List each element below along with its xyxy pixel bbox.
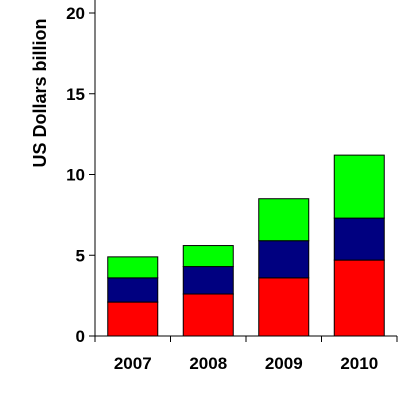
bar-2007-segment-3: [107, 256, 159, 279]
y-tick-label-20: 20: [66, 4, 85, 23]
bar-2007-segment-2: [107, 277, 159, 303]
y-tick-label-0: 0: [76, 327, 85, 346]
bar-2010-segment-2: [333, 217, 385, 261]
y-axis-label: US Dollars billion: [30, 18, 50, 167]
bar-2007-segment-1: [107, 301, 159, 337]
bar-2009-segment-2: [258, 240, 310, 279]
y-tick-label-5: 5: [76, 246, 85, 265]
x-tick-label-2008: 2008: [189, 354, 227, 373]
plot-area: [107, 154, 385, 337]
bar-2008-segment-1: [182, 293, 234, 337]
bar-2009-segment-1: [258, 277, 310, 337]
bar-2008-segment-3: [182, 245, 234, 268]
x-tick-label-2009: 2009: [265, 354, 303, 373]
axes: 2007 2008 2009 2010 0 5 10 15 20: [66, 0, 398, 373]
bar-2009-segment-3: [258, 198, 310, 242]
y-tick-label-15: 15: [66, 85, 85, 104]
y-tick-label-10: 10: [66, 166, 85, 185]
bar-2010-segment-3: [333, 154, 385, 219]
x-tick-label-2007: 2007: [114, 354, 152, 373]
x-tick-label-2010: 2010: [340, 354, 378, 373]
bar-2010-segment-1: [333, 259, 385, 337]
bar-2008-segment-2: [182, 266, 234, 295]
